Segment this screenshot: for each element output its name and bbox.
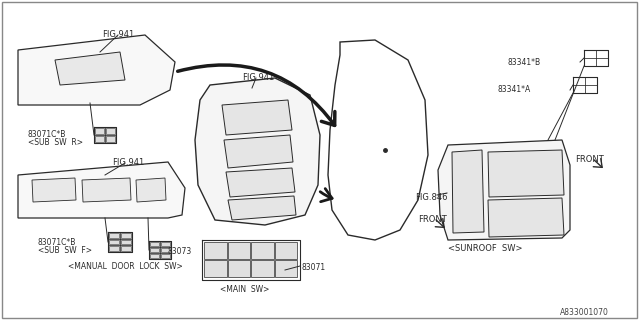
Polygon shape (227, 242, 250, 259)
Polygon shape (204, 242, 227, 259)
Polygon shape (55, 52, 125, 85)
Polygon shape (251, 242, 273, 259)
Polygon shape (275, 260, 297, 277)
Polygon shape (227, 260, 250, 277)
Text: <SUB  SW  R>: <SUB SW R> (28, 138, 83, 147)
Polygon shape (18, 35, 175, 105)
Polygon shape (275, 242, 297, 259)
Polygon shape (32, 178, 76, 202)
Text: <MANUAL  DOOR  LOCK  SW>: <MANUAL DOOR LOCK SW> (68, 262, 183, 271)
Polygon shape (82, 178, 131, 202)
Polygon shape (195, 78, 320, 225)
Polygon shape (222, 100, 292, 135)
FancyArrowPatch shape (435, 219, 444, 228)
Polygon shape (109, 233, 119, 238)
Polygon shape (251, 260, 273, 277)
Polygon shape (488, 198, 564, 237)
Text: FIG.941: FIG.941 (102, 30, 134, 39)
Polygon shape (150, 248, 159, 252)
Text: 83341*A: 83341*A (497, 85, 531, 94)
Text: <SUB  SW  F>: <SUB SW F> (38, 246, 92, 255)
Polygon shape (228, 196, 296, 220)
Polygon shape (150, 254, 159, 258)
Polygon shape (438, 140, 570, 240)
Polygon shape (18, 162, 185, 218)
Text: <SUNROOF  SW>: <SUNROOF SW> (448, 244, 522, 253)
Polygon shape (95, 136, 104, 142)
Polygon shape (161, 254, 170, 258)
Polygon shape (224, 135, 293, 168)
Polygon shape (95, 128, 104, 134)
Text: 83341*B: 83341*B (508, 58, 541, 67)
Polygon shape (121, 246, 131, 251)
Polygon shape (109, 246, 119, 251)
Polygon shape (226, 168, 295, 197)
Text: FIG.941: FIG.941 (112, 158, 144, 167)
Polygon shape (136, 178, 166, 202)
Polygon shape (106, 136, 115, 142)
Text: A833001070: A833001070 (560, 308, 609, 317)
Polygon shape (121, 233, 131, 238)
Text: FIG.941: FIG.941 (242, 73, 275, 82)
Text: FRONT: FRONT (575, 155, 604, 164)
Polygon shape (150, 242, 159, 246)
Text: 83071: 83071 (302, 263, 326, 272)
Polygon shape (161, 242, 170, 246)
FancyArrowPatch shape (178, 65, 335, 125)
Text: <MAIN  SW>: <MAIN SW> (220, 285, 269, 294)
Polygon shape (452, 150, 484, 233)
Text: 83071C*B: 83071C*B (28, 130, 67, 139)
Polygon shape (161, 248, 170, 252)
FancyArrowPatch shape (593, 159, 602, 167)
Polygon shape (204, 260, 227, 277)
FancyArrowPatch shape (320, 188, 332, 202)
Polygon shape (109, 240, 119, 244)
Polygon shape (106, 128, 115, 134)
Polygon shape (488, 150, 564, 197)
Text: 83073: 83073 (168, 247, 192, 256)
Text: FIG.846: FIG.846 (415, 193, 447, 202)
Polygon shape (121, 240, 131, 244)
Text: 83071C*B: 83071C*B (38, 238, 76, 247)
Text: FRONT: FRONT (418, 215, 447, 224)
